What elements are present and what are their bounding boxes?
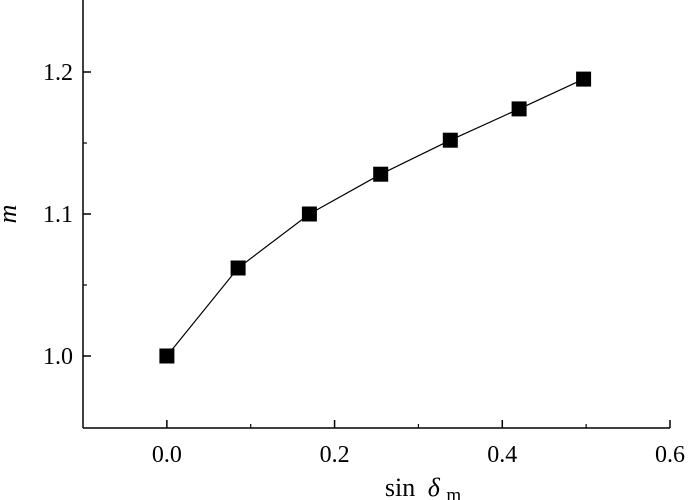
- data-markers: [159, 71, 592, 364]
- data-point: [442, 132, 458, 148]
- data-point: [159, 348, 175, 364]
- series-line: [166, 78, 584, 357]
- x-tick-label: 0.0: [152, 442, 182, 468]
- x-axis-label-subscript: m: [446, 485, 461, 500]
- tick-labels: 0.0 0.2 0.4 0.6 1.0 1.1 1.2: [43, 60, 685, 468]
- x-tick-label: 0.6: [655, 442, 685, 468]
- data-point: [576, 71, 592, 87]
- x-axis-label: sin δ m: [385, 473, 461, 500]
- y-tick-label: 1.0: [43, 344, 73, 370]
- data-point: [373, 166, 389, 182]
- x-axis-label-prefix: sin: [385, 473, 415, 500]
- data-point: [301, 206, 317, 222]
- x-axis-label-symbol: δ: [428, 473, 441, 500]
- ticks: [83, 71, 671, 428]
- x-tick-label: 0.4: [487, 442, 517, 468]
- data-point: [511, 101, 527, 117]
- y-tick-label: 1.2: [43, 60, 73, 86]
- data-point: [230, 260, 246, 276]
- y-axis-label: m: [0, 205, 22, 224]
- y-tick-label: 1.1: [43, 202, 73, 228]
- x-tick-label: 0.2: [320, 442, 350, 468]
